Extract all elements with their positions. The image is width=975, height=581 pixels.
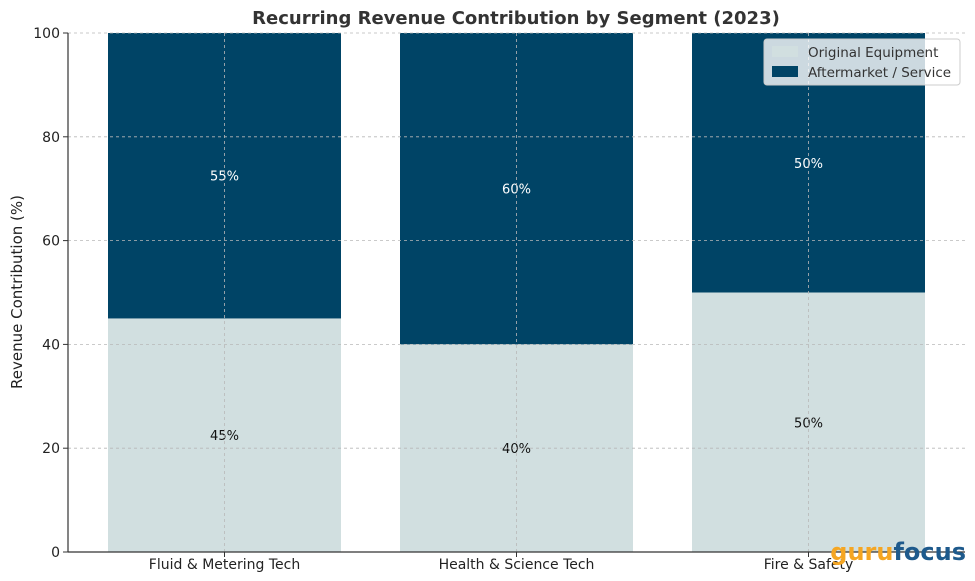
gurufocus-watermark: gurufocus xyxy=(830,538,966,566)
y-tick-label: 60 xyxy=(42,234,60,250)
watermark-guru: guru xyxy=(830,538,893,566)
y-tick-label: 40 xyxy=(42,337,60,353)
x-tick-label: Health & Science Tech xyxy=(439,557,595,573)
bar-aftermarket-service-0 xyxy=(108,33,341,319)
legend-label: Aftermarket / Service xyxy=(808,65,951,81)
chart-title: Recurring Revenue Contribution by Segmen… xyxy=(252,8,780,29)
x-tick-label: Fluid & Metering Tech xyxy=(149,557,300,573)
axes-layer: Fluid & Metering Tech Health & Science Te… xyxy=(33,26,965,573)
legend-swatch xyxy=(772,46,798,57)
legend-box xyxy=(763,38,961,86)
y-axis-label: Revenue Contribution (%) xyxy=(8,195,26,389)
y-tick-label: 0 xyxy=(51,545,60,561)
y-tick-label: 80 xyxy=(42,130,60,146)
bar-value-label: 50% xyxy=(794,157,823,172)
y-tick-label: 100 xyxy=(33,26,60,42)
legend-swatch xyxy=(772,66,798,77)
legend-label: Original Equipment xyxy=(808,45,938,61)
legend: Original Equipment Aftermarket / Service xyxy=(763,38,961,86)
grid-layer xyxy=(68,32,965,553)
x-tick-label: Fire & Safety xyxy=(764,557,854,573)
y-tick-label: 20 xyxy=(42,441,60,457)
watermark-focus: focus xyxy=(893,538,966,566)
